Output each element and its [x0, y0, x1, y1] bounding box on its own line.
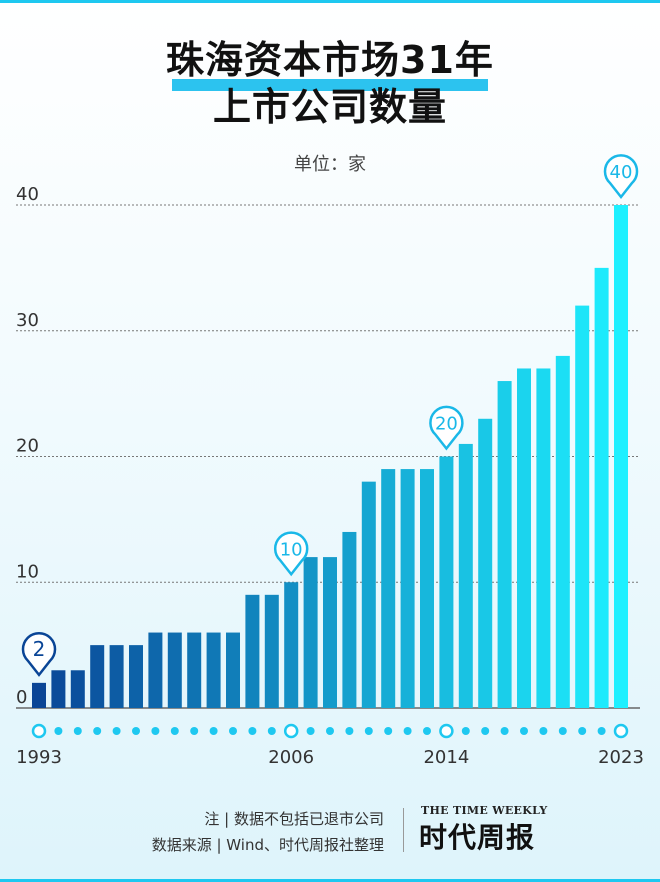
bar-1995 [70, 670, 85, 708]
bar-chart: 0 10 20 30 40 1993 2006 2014 2023 2 10 20 40 [16, 154, 644, 768]
footer-notes: 注 | 数据不包括已退市公司 数据来源 | Wind、时代周报社整理 [152, 806, 384, 858]
bar-2023 [614, 205, 628, 708]
callout-label-2006: 10 [280, 539, 303, 560]
bar-1997 [109, 645, 124, 708]
x-tick-marker [31, 723, 47, 739]
bar-2016 [478, 418, 493, 708]
bar-2010 [361, 481, 376, 708]
bar-2020 [555, 355, 570, 708]
bar-2012 [400, 469, 415, 708]
bar-2006 [284, 582, 299, 708]
bar-2007 [303, 557, 318, 708]
title-highlight [172, 79, 488, 91]
callout-pin-2014 [429, 405, 464, 451]
x-tick-dot [190, 727, 199, 735]
logo-english: THE TIME WEEKLY [421, 804, 548, 817]
callout-label-2014: 20 [435, 414, 458, 435]
bar-2009 [342, 531, 357, 708]
x-tick-label: 2006 [268, 747, 314, 768]
bar-1999 [148, 632, 163, 708]
x-tick-dot [132, 727, 140, 735]
callout-label-2023: 40 [610, 162, 633, 183]
x-tick-dot [54, 727, 63, 735]
callout-pin-1993 [21, 632, 57, 677]
chart-title-line2: 上市公司数量 [212, 85, 447, 129]
x-tick-dot [461, 727, 470, 735]
x-tick-dot [578, 727, 587, 735]
bar-2011 [381, 469, 396, 708]
x-tick-dot [306, 727, 315, 735]
bar-2019 [536, 368, 551, 708]
x-tick-dot [73, 727, 82, 735]
x-tick-dot [539, 727, 548, 735]
bar-1993 [32, 682, 46, 708]
y-tick-label: 30 [16, 310, 39, 331]
callout-pin-2006 [273, 531, 309, 577]
x-tick-dot [384, 727, 393, 735]
footer-divider [403, 808, 404, 852]
bar-2002 [206, 632, 221, 708]
x-tick-dot [345, 727, 354, 735]
unit-label: 单位：家 [294, 154, 366, 175]
bar-2014 [439, 456, 454, 708]
bar-2005 [264, 594, 279, 708]
x-tick-dot [170, 727, 179, 735]
x-tick-dot [267, 727, 276, 735]
x-tick-marker [283, 723, 299, 739]
x-tick-dot [364, 727, 373, 735]
callout-label-1993: 2 [33, 637, 46, 661]
x-tick-label: 2014 [423, 747, 469, 768]
bottom-border [0, 879, 660, 882]
x-tick-dot [209, 727, 218, 735]
bar-2015 [458, 443, 473, 708]
bar-1996 [90, 645, 105, 708]
x-tick-dot [403, 727, 412, 735]
source-text: 数据来源 | Wind、时代周报社整理 [151, 836, 384, 854]
x-tick-label: 2023 [598, 747, 644, 768]
x-tick-dot [112, 727, 121, 735]
logo-chinese: 时代周报 [419, 821, 536, 854]
bar-1994 [51, 670, 66, 708]
x-tick-dot [326, 727, 334, 735]
y-tick-label: 20 [16, 436, 39, 457]
chart-title-line1: 珠海资本市场31年 [166, 38, 494, 82]
x-tick-dot [248, 727, 257, 735]
callout-pin-2023 [603, 154, 639, 200]
y-tick-label: 0 [16, 687, 27, 708]
x-tick-dot [597, 727, 606, 735]
x-tick-dot [520, 727, 528, 735]
y-tick-label: 10 [16, 561, 39, 582]
bar-2000 [167, 632, 182, 708]
x-tick-dot [481, 727, 490, 735]
bar-2017 [497, 381, 512, 708]
x-tick-dot [229, 727, 237, 735]
x-tick-marker [439, 723, 454, 739]
bar-2018 [517, 368, 531, 708]
x-tick-dot [93, 727, 102, 735]
x-tick-dot [423, 727, 431, 735]
top-border [0, 0, 660, 3]
x-tick-dot [151, 727, 160, 735]
bar-2008 [323, 557, 337, 708]
note-text: 注 | 数据不包括已退市公司 [204, 810, 384, 828]
x-tick-dot [558, 727, 567, 735]
y-tick-label: 40 [16, 184, 39, 205]
x-tick-label: 1993 [16, 747, 62, 768]
bar-2021 [575, 305, 590, 708]
bar-1998 [129, 645, 143, 708]
bar-2004 [245, 594, 260, 708]
bar-2001 [187, 632, 202, 708]
bar-2013 [420, 469, 434, 708]
bar-2022 [594, 267, 609, 708]
bar-2003 [226, 632, 240, 708]
x-tick-dot [500, 727, 509, 735]
x-tick-marker [613, 723, 629, 739]
